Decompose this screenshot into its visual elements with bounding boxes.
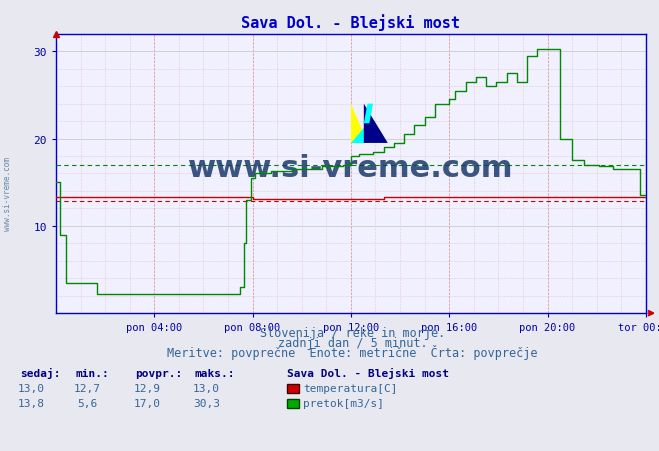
Text: 12,7: 12,7 (74, 383, 101, 393)
Title: Sava Dol. - Blejski most: Sava Dol. - Blejski most (241, 14, 461, 31)
Text: maks.:: maks.: (194, 368, 235, 378)
Text: Meritve: povprečne  Enote: metrične  Črta: povprečje: Meritve: povprečne Enote: metrične Črta:… (167, 344, 538, 359)
Text: 13,0: 13,0 (193, 383, 219, 393)
Text: sedaj:: sedaj: (20, 368, 60, 378)
Text: www.si-vreme.com: www.si-vreme.com (188, 154, 513, 183)
Text: www.si-vreme.com: www.si-vreme.com (3, 157, 13, 231)
Text: 30,3: 30,3 (193, 398, 219, 408)
Text: 12,9: 12,9 (134, 383, 160, 393)
Text: pretok[m3/s]: pretok[m3/s] (303, 398, 384, 408)
Text: 13,8: 13,8 (18, 398, 45, 408)
Text: 5,6: 5,6 (78, 398, 98, 408)
Text: 17,0: 17,0 (134, 398, 160, 408)
Text: temperatura[C]: temperatura[C] (303, 383, 397, 393)
Polygon shape (364, 104, 387, 143)
Text: povpr.:: povpr.: (135, 368, 183, 378)
Polygon shape (364, 104, 373, 124)
Polygon shape (351, 124, 368, 143)
Text: Sava Dol. - Blejski most: Sava Dol. - Blejski most (287, 368, 449, 378)
Polygon shape (351, 104, 368, 143)
Text: 13,0: 13,0 (18, 383, 45, 393)
Text: min.:: min.: (76, 368, 109, 378)
Text: Slovenija / reke in morje.: Slovenija / reke in morje. (260, 326, 445, 339)
Text: zadnji dan / 5 minut.: zadnji dan / 5 minut. (277, 336, 428, 349)
